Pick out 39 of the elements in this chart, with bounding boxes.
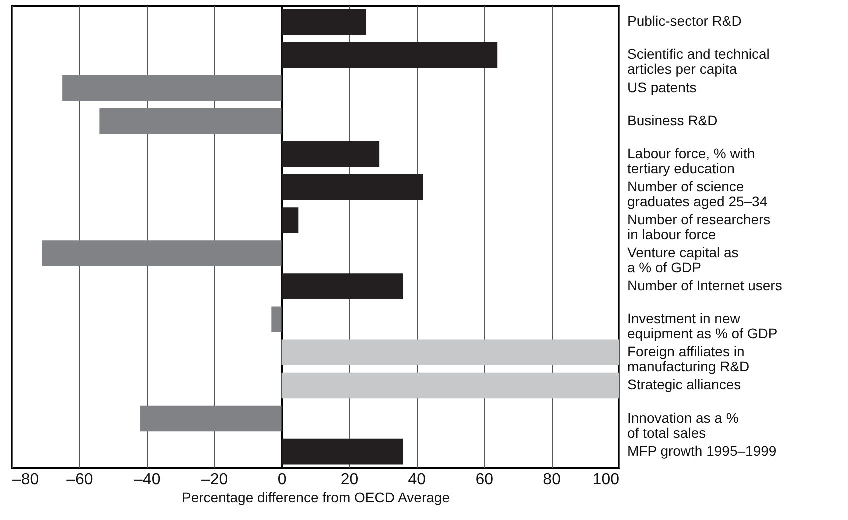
y-tick-label: MFP growth 1995–1999 (628, 442, 777, 459)
bar (282, 438, 404, 465)
bar (140, 406, 282, 432)
x-tick-label: 80 (543, 472, 562, 488)
x-axis-title: Percentage difference from OECD Average (182, 490, 450, 506)
y-tick-label: Scientific and technical articles per capita (628, 46, 770, 78)
bar (282, 9, 366, 36)
y-tick-label: Number of Internet users (628, 278, 782, 294)
y-tick-label: Business R&D (628, 112, 718, 128)
bar (282, 274, 404, 300)
x-tick-label: –20 (201, 472, 228, 488)
bar (42, 240, 282, 266)
bar (282, 174, 424, 200)
y-tick-label: Number of researchers in labour force (628, 211, 771, 242)
bar (282, 42, 498, 68)
y-tick-label: US patents (628, 79, 697, 96)
y-tick-label: Investment in new equipment as % of GDP (628, 310, 778, 342)
y-tick-label: Labour force, % with tertiary education (628, 145, 756, 176)
x-tick-label: –40 (134, 472, 161, 488)
bar (282, 340, 619, 366)
y-tick-label: Innovation as a % of total sales (628, 410, 739, 441)
bar (282, 208, 299, 234)
x-tick-label: 60 (476, 472, 494, 488)
bar (282, 372, 619, 399)
x-tick-label: 40 (408, 472, 426, 488)
bar (100, 108, 282, 134)
x-tick-label: 20 (340, 472, 359, 488)
y-tick-label: Number of science graduates aged 25–34 (628, 178, 768, 210)
x-tick-label: –60 (66, 472, 94, 488)
y-tick-label: Foreign affiliates in manufacturing R&D (628, 344, 750, 375)
bar (282, 141, 380, 168)
x-tick-label: 0 (278, 472, 287, 488)
bar (62, 75, 282, 102)
x-tick-label: 100 (592, 472, 620, 488)
y-tick-label: Strategic alliances (628, 376, 742, 393)
bar (272, 306, 282, 333)
x-tick-label: –80 (12, 472, 40, 488)
y-tick-label: Public-sector R&D (628, 13, 742, 30)
y-tick-label: Venture capital as a % of GDP (628, 244, 739, 276)
